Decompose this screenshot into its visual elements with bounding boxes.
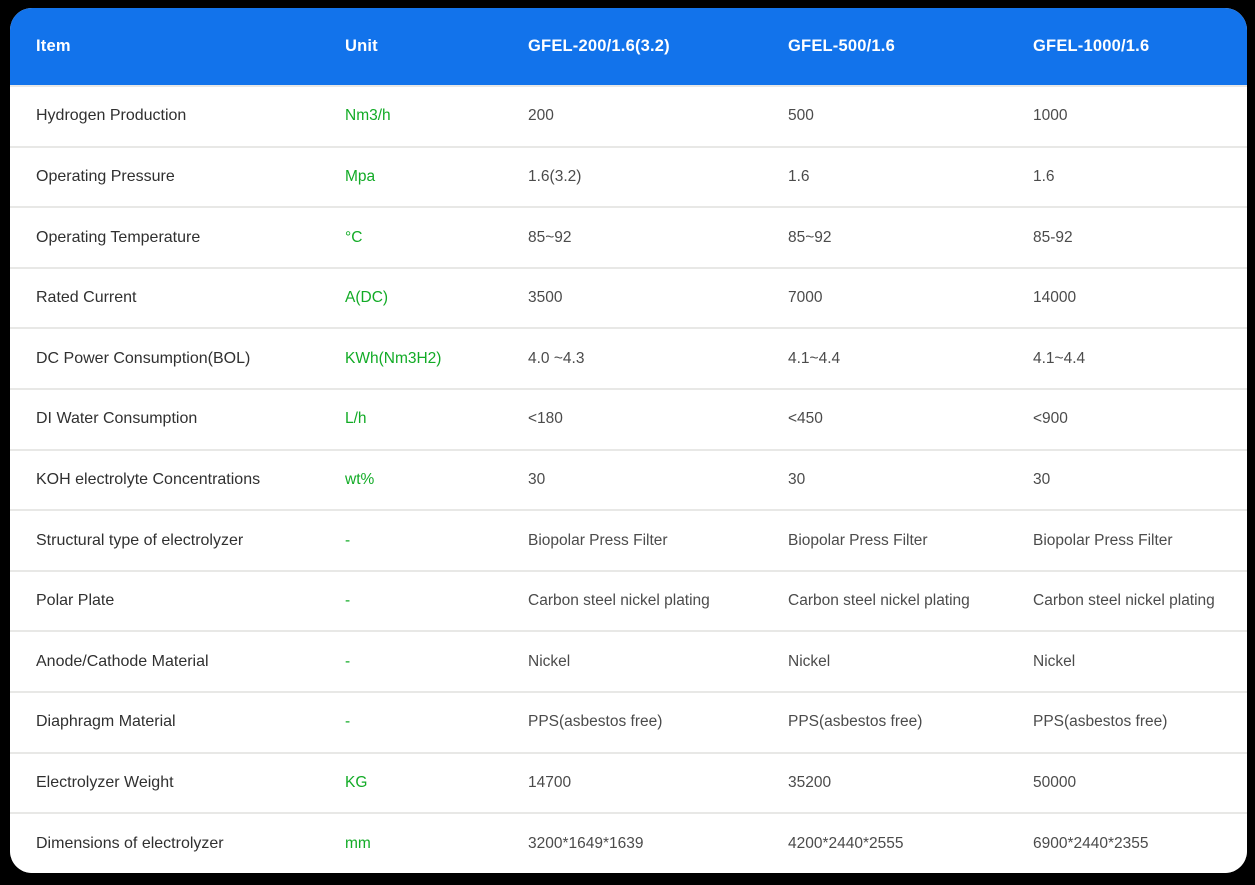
value-cell-gfel-1000: 50000 xyxy=(1033,774,1077,791)
table-row: KOH electrolyte Concentrations wt% 30 30 30 xyxy=(10,448,1247,510)
item-cell: Hydrogen Production xyxy=(36,107,187,125)
table-row: Polar Plate - Carbon steel nickel plating C… xyxy=(10,569,1247,631)
value-cell-gfel-1000: Nickel xyxy=(1033,652,1076,670)
value-cell-gfel-1000: PPS(asbestos free) xyxy=(1033,713,1168,731)
value-cell-gfel-500: Carbon steel nickel plating xyxy=(788,592,970,610)
value-cell-gfel-1000: 85-92 xyxy=(1033,228,1073,246)
table-row: Operating Pressure Mpa 1.6(3.2) 1.6 1.6 xyxy=(10,145,1247,207)
table-row: DI Water Consumption L/h <180 <450 <900 xyxy=(10,388,1247,449)
value-cell-gfel-500: 500 xyxy=(788,107,814,125)
value-cell-gfel-200: 3500 xyxy=(528,289,563,307)
item-cell: Diaphragm Material xyxy=(36,713,176,731)
value-cell-gfel-500: 35200 xyxy=(788,774,832,791)
table-row: Electrolyzer Weight KG 14700 35200 50000 xyxy=(10,751,1247,813)
value-cell-gfel-200: 4.0 ~4.3 xyxy=(528,349,585,367)
value-cell-gfel-1000: 4.1~4.4 xyxy=(1033,349,1086,367)
value-cell-gfel-500: 1.6 xyxy=(788,167,810,185)
table-row: Structural type of electrolyzer - Biopolar… xyxy=(10,509,1247,570)
column-header-item: Item xyxy=(36,37,71,55)
item-cell: Electrolyzer Weight xyxy=(36,774,174,791)
value-cell-gfel-500: 85~92 xyxy=(788,228,832,246)
table-body: Hydrogen Production Nm3/h 200 500 1000 Operat… xyxy=(10,85,1247,873)
unit-cell: A(DC) xyxy=(345,289,389,307)
unit-cell: L/h xyxy=(345,410,367,428)
unit-cell: KG xyxy=(345,774,368,791)
value-cell-gfel-500: 7000 xyxy=(788,289,823,307)
item-cell: Rated Current xyxy=(36,289,137,307)
value-cell-gfel-1000: 6900*2440*2355 xyxy=(1033,834,1149,852)
column-header-gfel-500: GFEL-500/1.6 xyxy=(788,37,895,55)
value-cell-gfel-500: 4200*2440*2555 xyxy=(788,834,904,852)
value-cell-gfel-500: PPS(asbestos free) xyxy=(788,713,923,731)
item-cell: Structural type of electrolyzer xyxy=(36,531,244,549)
value-cell-gfel-200: 14700 xyxy=(528,774,572,791)
value-cell-gfel-500: <450 xyxy=(788,410,823,428)
value-cell-gfel-200: 85~92 xyxy=(528,228,572,246)
item-cell: DC Power Consumption(BOL) xyxy=(36,349,251,367)
value-cell-gfel-500: 30 xyxy=(788,470,806,488)
unit-cell: Nm3/h xyxy=(345,107,391,125)
value-cell-gfel-500: Biopolar Press Filter xyxy=(788,531,928,549)
value-cell-gfel-1000: 1.6 xyxy=(1033,167,1055,185)
value-cell-gfel-200: <180 xyxy=(528,410,563,428)
value-cell-gfel-1000: <900 xyxy=(1033,410,1068,428)
column-header-gfel-1000: GFEL-1000/1.6 xyxy=(1033,37,1150,55)
item-cell: Operating Pressure xyxy=(36,167,175,185)
value-cell-gfel-1000: 14000 xyxy=(1033,289,1077,307)
table-row: Hydrogen Production Nm3/h 200 500 1000 xyxy=(10,85,1247,146)
unit-cell: - xyxy=(345,592,351,610)
table-row: Anode/Cathode Material - Nickel Nickel Nicke… xyxy=(10,630,1247,692)
value-cell-gfel-1000: Biopolar Press Filter xyxy=(1033,531,1173,549)
unit-cell: mm xyxy=(345,834,371,852)
unit-cell: - xyxy=(345,531,351,549)
item-cell: KOH electrolyte Concentrations xyxy=(36,470,261,488)
table-header-row: Item Unit GFEL-200/1.6(3.2) GFEL-500/1.6… xyxy=(10,8,1247,85)
table-row: Dimensions of electrolyzer mm 3200*1649*16… xyxy=(10,812,1247,873)
unit-cell: - xyxy=(345,713,351,731)
item-cell: DI Water Consumption xyxy=(36,410,198,428)
item-cell: Dimensions of electrolyzer xyxy=(36,834,224,852)
value-cell-gfel-200: 200 xyxy=(528,107,554,125)
value-cell-gfel-200: PPS(asbestos free) xyxy=(528,713,663,731)
column-header-unit: Unit xyxy=(345,37,378,55)
value-cell-gfel-1000: 30 xyxy=(1033,470,1051,488)
unit-cell: KWh(Nm3H2) xyxy=(345,349,442,367)
value-cell-gfel-500: 4.1~4.4 xyxy=(788,349,841,367)
item-cell: Operating Temperature xyxy=(36,228,201,246)
unit-cell: - xyxy=(345,652,351,670)
spec-table-card: Item Unit GFEL-200/1.6(3.2) GFEL-500/1.6… xyxy=(10,8,1247,873)
value-cell-gfel-200: Nickel xyxy=(528,652,571,670)
value-cell-gfel-1000: Carbon steel nickel plating xyxy=(1033,592,1215,610)
value-cell-gfel-200: 1.6(3.2) xyxy=(528,167,582,185)
value-cell-gfel-200: 3200*1649*1639 xyxy=(528,834,644,852)
value-cell-gfel-200: Biopolar Press Filter xyxy=(528,531,668,549)
value-cell-gfel-1000: 1000 xyxy=(1033,107,1068,125)
column-header-gfel-200: GFEL-200/1.6(3.2) xyxy=(528,37,670,55)
unit-cell: Mpa xyxy=(345,167,376,185)
table-row: DC Power Consumption(BOL) KWh(Nm3H2) 4.0 ~… xyxy=(10,327,1247,389)
item-cell: Anode/Cathode Material xyxy=(36,652,209,670)
value-cell-gfel-500: Nickel xyxy=(788,652,831,670)
unit-cell: °C xyxy=(345,228,363,246)
value-cell-gfel-200: Carbon steel nickel plating xyxy=(528,592,710,610)
unit-cell: wt% xyxy=(345,470,375,488)
value-cell-gfel-200: 30 xyxy=(528,470,546,488)
table-row: Rated Current A(DC) 3500 7000 14000 xyxy=(10,266,1247,328)
table-row: Diaphragm Material - PPS(asbestos free) PPS… xyxy=(10,691,1247,752)
item-cell: Polar Plate xyxy=(36,592,115,610)
table-row: Operating Temperature °C 85~92 85~92 85-92 xyxy=(10,206,1247,267)
